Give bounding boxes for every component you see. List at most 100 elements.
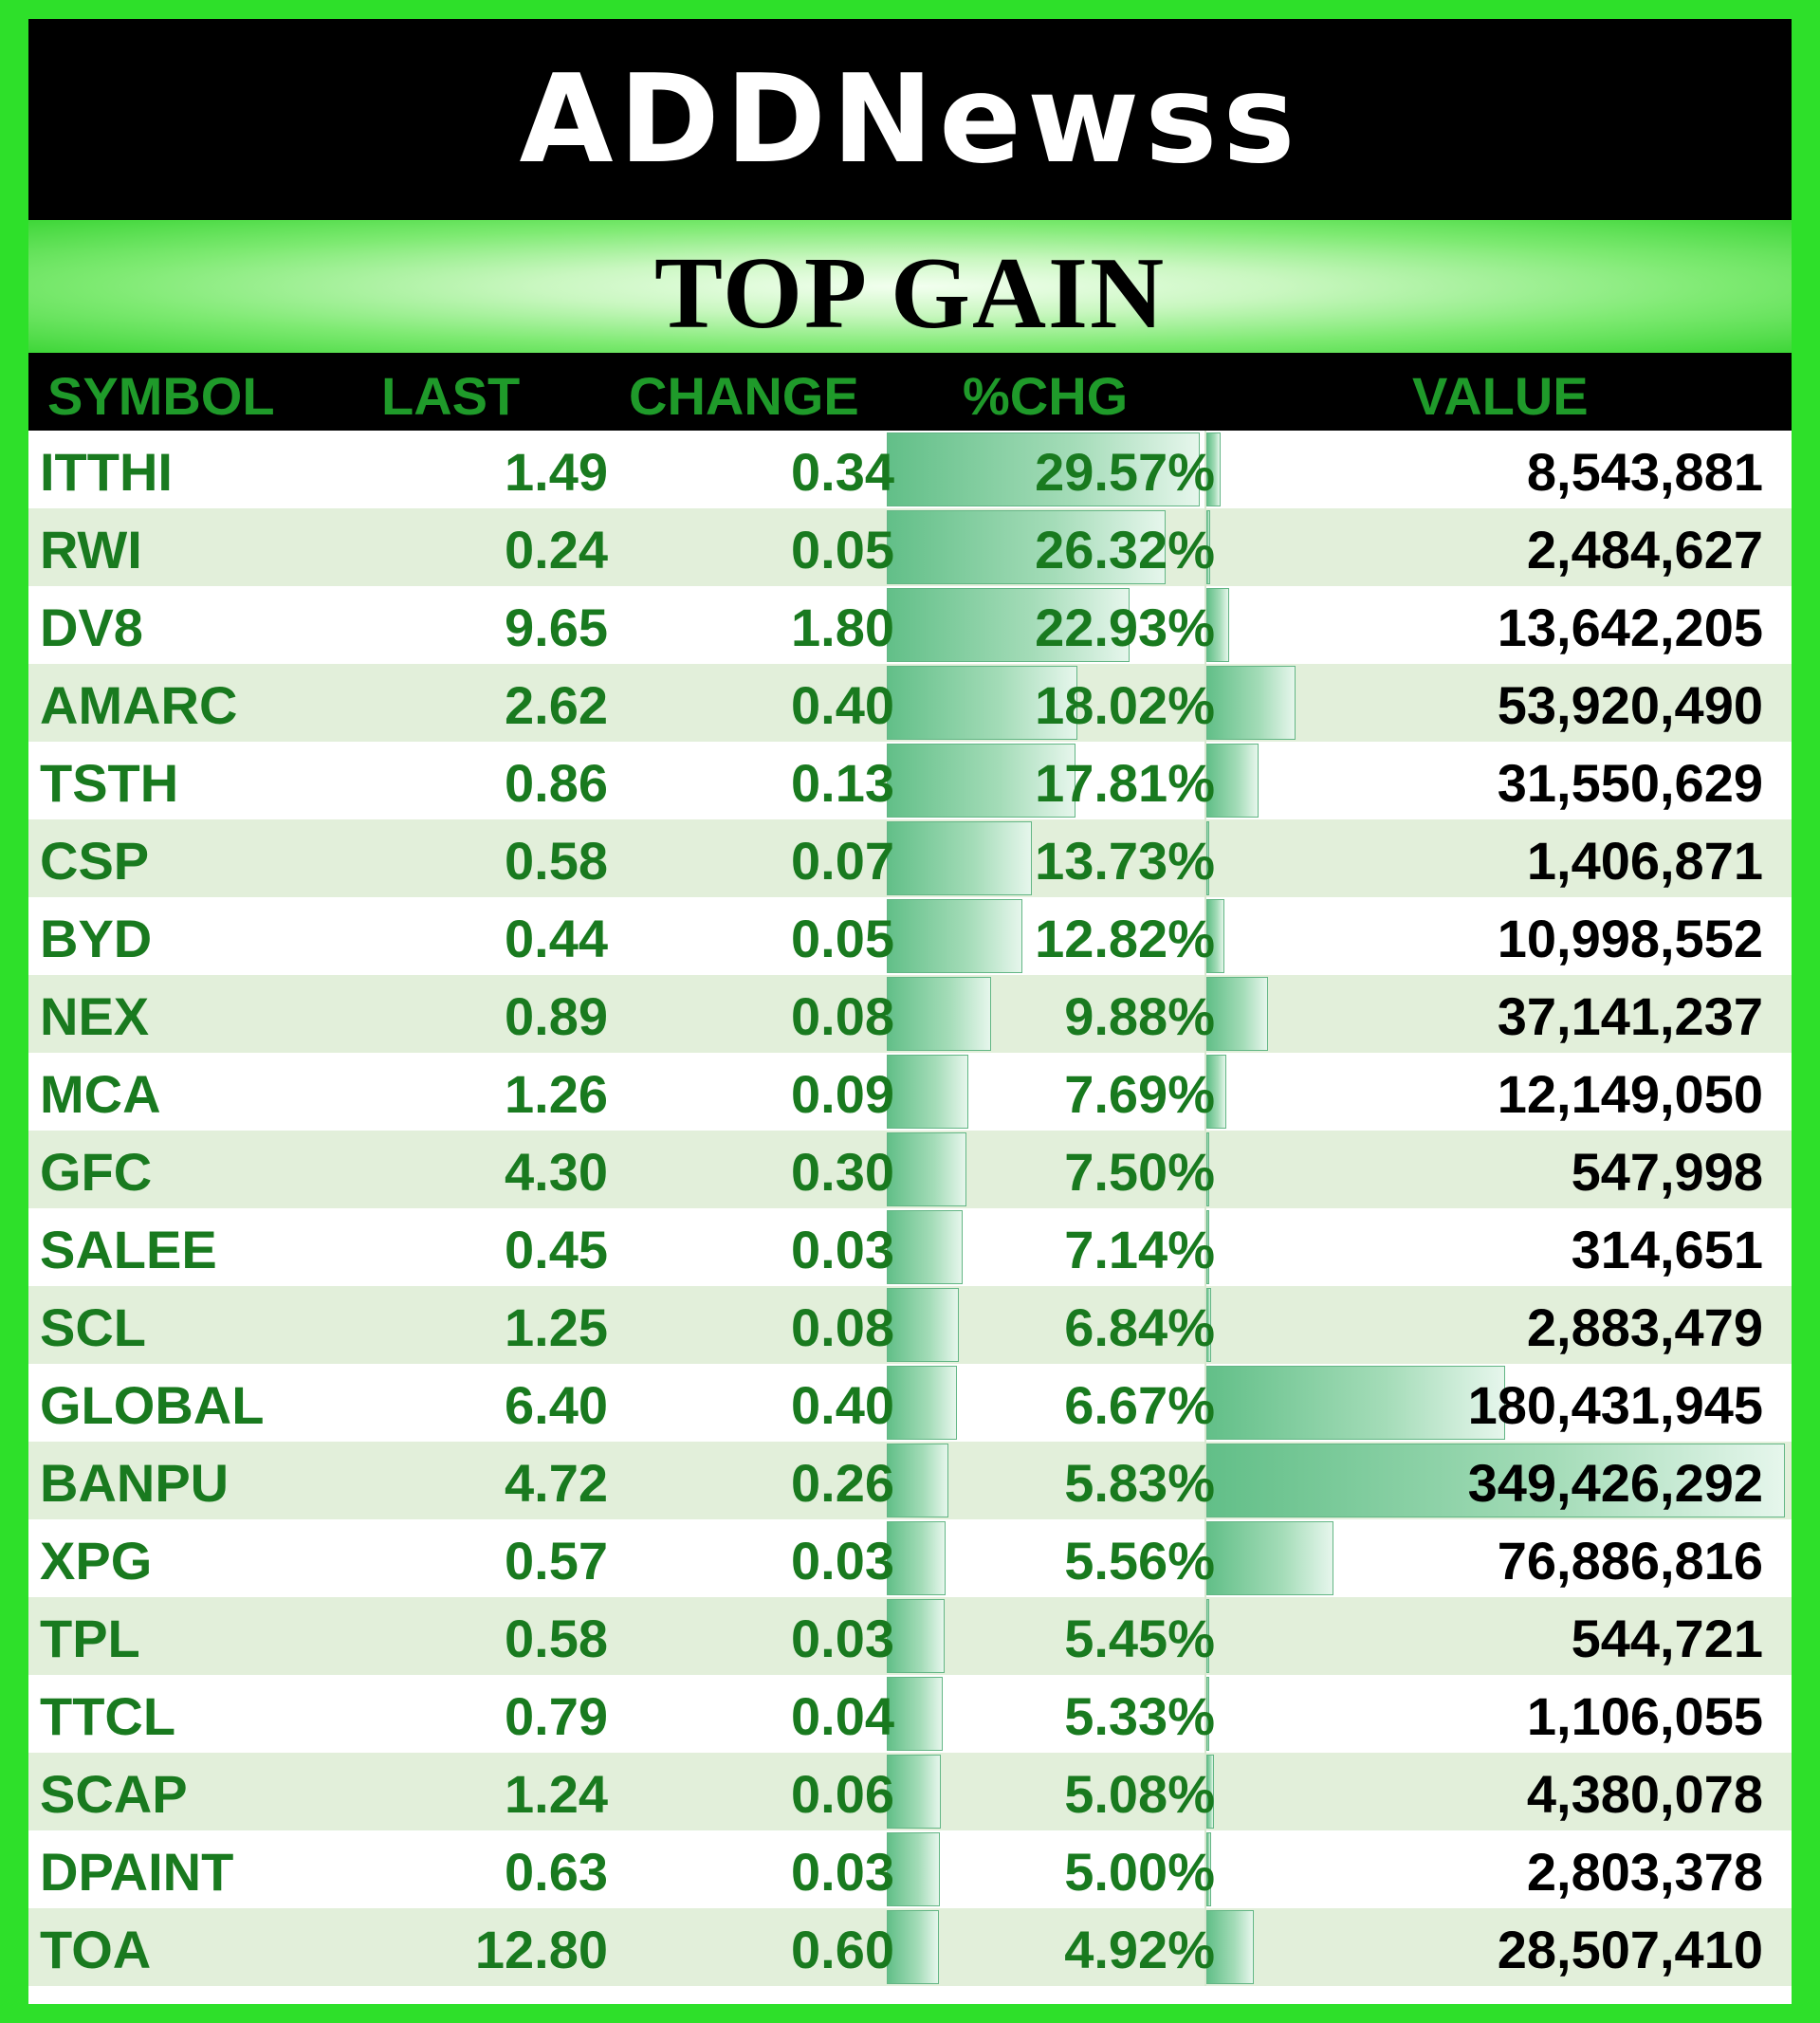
table-row: AMARC 2.62 0.40 18.02% 53,920,490	[28, 664, 1792, 742]
column-divider	[1204, 1830, 1206, 1908]
column-header-symbol: SYMBOL	[47, 366, 275, 426]
table-row: DV8 9.65 1.80 22.93% 13,642,205	[28, 586, 1792, 664]
column-divider	[1204, 1675, 1206, 1753]
table-row: DPAINT 0.63 0.03 5.00% 2,803,378	[28, 1830, 1792, 1908]
column-divider	[1204, 664, 1206, 742]
value-cell: 1,406,871	[1526, 831, 1763, 891]
last-price-cell: 4.72	[505, 1453, 608, 1513]
pct-change-cell: 29.57%	[1035, 442, 1215, 502]
symbol-cell: TOA	[40, 1920, 152, 1979]
column-divider	[1204, 975, 1206, 1053]
last-price-cell: 0.89	[505, 986, 608, 1046]
table-row: RWI 0.24 0.05 26.32% 2,484,627	[28, 508, 1792, 586]
change-cell: 0.13	[791, 753, 894, 813]
value-data-bar	[1206, 899, 1224, 973]
last-price-cell: 2.62	[505, 675, 608, 735]
column-divider	[1204, 508, 1206, 586]
change-cell: 0.04	[791, 1686, 894, 1746]
value-data-bar	[1206, 1521, 1333, 1595]
pct-change-data-bar	[887, 1132, 966, 1206]
pct-change-cell: 5.00%	[1064, 1842, 1215, 1902]
change-cell: 0.60	[791, 1920, 894, 1979]
pct-change-cell: 6.67%	[1064, 1375, 1215, 1435]
pct-change-cell: 18.02%	[1035, 675, 1215, 735]
table-row: GFC 4.30 0.30 7.50% 547,998	[28, 1131, 1792, 1208]
value-cell: 8,543,881	[1526, 442, 1763, 502]
pct-change-cell: 17.81%	[1035, 753, 1215, 813]
value-cell: 13,642,205	[1497, 598, 1763, 657]
symbol-cell: DPAINT	[40, 1842, 234, 1902]
pct-change-data-bar	[887, 899, 1022, 973]
value-data-bar	[1206, 1910, 1254, 1984]
table-row: SALEE 0.45 0.03 7.14% 314,651	[28, 1208, 1792, 1286]
change-cell: 0.08	[791, 1297, 894, 1357]
change-cell: 0.30	[791, 1142, 894, 1202]
table-row: TPL 0.58 0.03 5.45% 544,721	[28, 1597, 1792, 1675]
pct-change-data-bar	[887, 1444, 948, 1517]
symbol-cell: RWI	[40, 520, 142, 579]
value-cell: 12,149,050	[1497, 1064, 1763, 1124]
value-data-bar	[1206, 1832, 1211, 1906]
value-data-bar	[1206, 1132, 1209, 1206]
last-price-cell: 0.58	[505, 831, 608, 891]
pct-change-data-bar	[887, 510, 1166, 584]
column-divider	[1204, 1364, 1206, 1442]
pct-change-cell: 7.50%	[1064, 1142, 1215, 1202]
last-price-cell: 0.44	[505, 909, 608, 968]
change-cell: 0.06	[791, 1764, 894, 1824]
last-price-cell: 6.40	[505, 1375, 608, 1435]
column-divider	[1204, 1519, 1206, 1597]
column-header-value: VALUE	[1412, 366, 1589, 426]
pct-change-cell: 7.69%	[1064, 1064, 1215, 1124]
pct-change-data-bar	[887, 1599, 945, 1673]
value-data-bar	[1206, 1755, 1214, 1829]
column-divider	[1204, 1053, 1206, 1131]
table-row: MCA 1.26 0.09 7.69% 12,149,050	[28, 1053, 1792, 1131]
value-cell: 2,803,378	[1526, 1842, 1763, 1902]
value-data-bar	[1206, 821, 1209, 895]
last-price-cell: 4.30	[505, 1142, 608, 1202]
last-price-cell: 1.26	[505, 1064, 608, 1124]
value-data-bar	[1206, 744, 1259, 818]
symbol-cell: SALEE	[40, 1220, 217, 1279]
table-row: SCL 1.25 0.08 6.84% 2,883,479	[28, 1286, 1792, 1364]
change-cell: 0.03	[791, 1531, 894, 1591]
last-price-cell: 0.57	[505, 1531, 608, 1591]
column-header-last: LAST	[381, 366, 521, 426]
column-divider	[1204, 1208, 1206, 1286]
last-price-cell: 0.24	[505, 520, 608, 579]
pct-change-cell: 9.88%	[1064, 986, 1215, 1046]
column-divider	[1204, 897, 1206, 975]
value-cell: 10,998,552	[1497, 909, 1763, 968]
pct-change-data-bar	[887, 1366, 957, 1440]
pct-change-cell: 5.83%	[1064, 1453, 1215, 1513]
pct-change-cell: 22.93%	[1035, 598, 1215, 657]
change-cell: 1.80	[791, 598, 894, 657]
symbol-cell: SCL	[40, 1297, 146, 1357]
last-price-cell: 0.45	[505, 1220, 608, 1279]
last-price-cell: 1.24	[505, 1764, 608, 1824]
value-data-bar	[1206, 1444, 1785, 1517]
symbol-cell: GFC	[40, 1142, 153, 1202]
table-row: CSP 0.58 0.07 13.73% 1,406,871	[28, 819, 1792, 897]
value-data-bar	[1206, 432, 1221, 506]
pct-change-cell: 5.33%	[1064, 1686, 1215, 1746]
pct-change-cell: 5.56%	[1064, 1531, 1215, 1591]
symbol-cell: TSTH	[40, 753, 179, 813]
pct-change-data-bar	[887, 1677, 943, 1751]
column-divider	[1204, 586, 1206, 664]
column-divider	[1204, 1131, 1206, 1208]
top-gain-card: ADDNewss TOP GAIN SYMBOL LAST CHANGE %CH…	[28, 19, 1792, 2004]
symbol-cell: GLOBAL	[40, 1375, 265, 1435]
table-header: SYMBOL LAST CHANGE %CHG VALUE	[28, 353, 1792, 431]
value-data-bar	[1206, 1599, 1209, 1673]
pct-change-cell: 12.82%	[1035, 909, 1215, 968]
table-row: BYD 0.44 0.05 12.82% 10,998,552	[28, 897, 1792, 975]
symbol-cell: NEX	[40, 986, 150, 1046]
column-divider	[1204, 742, 1206, 819]
value-cell: 2,484,627	[1526, 520, 1763, 579]
pct-change-cell: 26.32%	[1035, 520, 1215, 579]
logo-banner: ADDNewss	[28, 19, 1792, 220]
symbol-cell: SCAP	[40, 1764, 188, 1824]
symbol-cell: XPG	[40, 1531, 153, 1591]
